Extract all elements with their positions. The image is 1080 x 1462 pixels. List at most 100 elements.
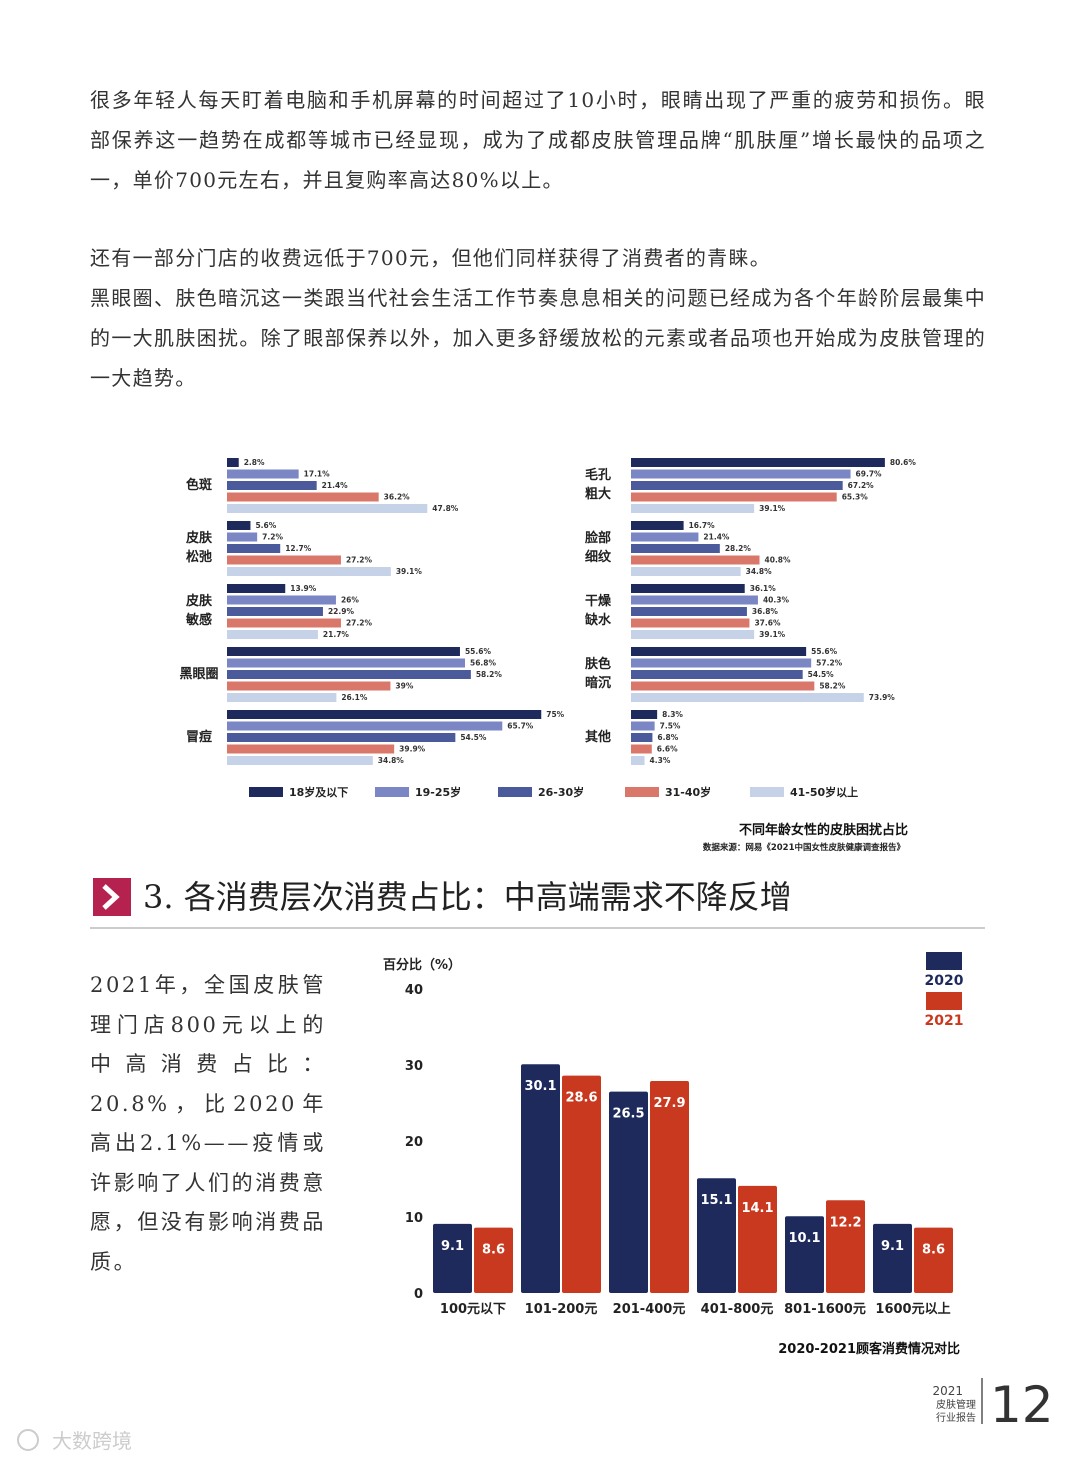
category-label: 黑眼圈 — [179, 666, 219, 682]
bar — [227, 630, 318, 639]
category-label: 皮肤 敏感 — [185, 594, 212, 628]
bar — [227, 607, 323, 616]
bar — [631, 584, 745, 593]
value-label: 9.1 — [881, 1239, 904, 1254]
bar — [785, 1216, 824, 1293]
value-label: 58.2% — [819, 682, 846, 691]
bar — [227, 658, 465, 668]
bar — [631, 567, 741, 576]
section-icon-arrow — [102, 884, 120, 910]
legend-label: 2021 — [925, 1013, 964, 1029]
bar — [631, 693, 864, 702]
value-label: 65.3% — [842, 493, 869, 502]
bar — [227, 544, 281, 553]
bar — [227, 721, 503, 731]
y-tick-label: 40 — [405, 983, 423, 998]
value-label: 40.8% — [765, 556, 792, 565]
bar — [227, 492, 379, 502]
bar — [227, 567, 391, 576]
bar — [631, 618, 750, 628]
x-tick-label: 801-1600元 — [784, 1302, 866, 1317]
bar — [227, 647, 460, 656]
value-label: 8.6 — [482, 1243, 505, 1258]
value-label: 54.5% — [460, 733, 487, 742]
bar — [631, 607, 747, 616]
value-label: 28.2% — [725, 544, 752, 553]
bar — [631, 504, 755, 513]
value-label: 40.3% — [763, 596, 790, 605]
value-label: 34.8% — [378, 756, 405, 765]
value-label: 36.1% — [750, 584, 777, 593]
value-label: 75% — [546, 710, 564, 719]
paragraph: 很多年轻人每天盯着电脑和手机屏幕的时间超过了10小时，眼睛出现了严重的疲劳和损伤… — [90, 88, 986, 192]
value-label: 12.7% — [285, 544, 312, 553]
footer-line: 皮肤管理 — [936, 1398, 976, 1411]
value-label: 6.8% — [657, 733, 678, 742]
bar — [631, 469, 851, 479]
bar — [227, 595, 336, 605]
bar — [227, 504, 428, 513]
bar — [631, 744, 652, 754]
value-label: 7.5% — [660, 722, 681, 731]
bar — [227, 458, 239, 467]
bar — [631, 670, 803, 679]
bar — [227, 532, 258, 542]
bar — [631, 555, 760, 565]
category-label: 皮肤 松弛 — [185, 531, 212, 565]
value-label: 34.8% — [746, 567, 773, 576]
value-label: 39.1% — [759, 630, 786, 639]
bar — [631, 756, 645, 765]
value-label: 27.2% — [346, 556, 373, 565]
bar — [227, 584, 286, 593]
category-label: 干燥 缺水 — [584, 594, 611, 628]
category-label: 色斑 — [185, 477, 212, 493]
bar — [631, 492, 837, 502]
value-label: 22.9% — [328, 607, 355, 616]
bar — [227, 670, 471, 679]
value-label: 57.2% — [816, 659, 843, 668]
value-label: 26.1% — [341, 693, 368, 702]
y-tick-label: 20 — [405, 1135, 423, 1150]
value-label: 27.2% — [346, 619, 373, 628]
footer-year: 2021 — [932, 1384, 963, 1398]
bar — [474, 1227, 513, 1293]
value-label: 7.2% — [262, 533, 283, 542]
bar — [631, 733, 653, 742]
bar — [631, 544, 720, 553]
paragraph: 还有一部分门店的收费远低于700元，但他们同样获得了消费者的青睐。 — [90, 246, 772, 270]
value-label: 13.9% — [290, 584, 317, 593]
value-label: 39.1% — [759, 504, 786, 513]
legend-label: 31-40岁 — [665, 785, 711, 799]
value-label: 80.6% — [890, 458, 917, 467]
bar — [631, 710, 658, 719]
value-label: 47.8% — [432, 504, 459, 513]
value-label: 26% — [341, 596, 359, 605]
value-label: 54.5% — [808, 670, 835, 679]
legend-swatch — [926, 952, 962, 970]
bar — [631, 658, 812, 668]
value-label: 67.2% — [848, 481, 875, 490]
value-label: 39.1% — [396, 567, 423, 576]
category-label: 毛孔 粗大 — [584, 468, 611, 502]
legend-swatch — [625, 787, 659, 797]
bar — [631, 532, 699, 542]
section-title: 3. 各消费层次消费占比：中高端需求不降反增 — [143, 878, 792, 916]
bar — [227, 756, 373, 765]
bar — [631, 481, 843, 490]
value-label: 21.7% — [323, 630, 350, 639]
legend-label: 19-25岁 — [415, 785, 461, 799]
value-label: 36.2% — [384, 493, 411, 502]
bar — [227, 481, 317, 490]
value-label: 69.7% — [856, 470, 883, 479]
category-label: 冒痘 — [185, 729, 212, 745]
value-label: 21.4% — [703, 533, 730, 542]
bar — [873, 1223, 912, 1293]
legend-label: 26-30岁 — [538, 785, 584, 799]
bar — [826, 1200, 865, 1293]
value-label: 9.1 — [441, 1239, 464, 1254]
value-label: 10.1 — [788, 1231, 820, 1246]
value-label: 17.1% — [304, 470, 331, 479]
legend-label: 18岁及以下 — [289, 785, 348, 799]
